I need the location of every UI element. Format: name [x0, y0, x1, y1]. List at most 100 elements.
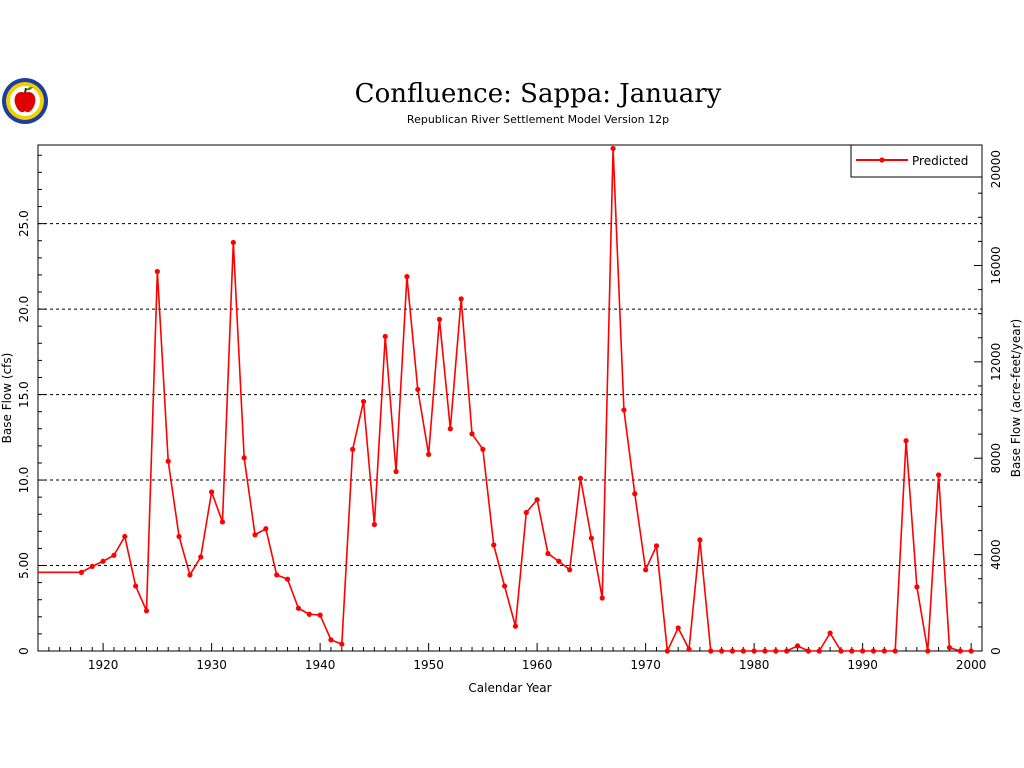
series-line — [38, 147, 972, 652]
data-point — [78, 569, 85, 575]
grid — [38, 223, 982, 567]
data-point — [968, 648, 974, 654]
x-tick-label: 1930 — [196, 658, 227, 672]
data-point — [328, 637, 334, 643]
x-tick-label: 1990 — [847, 658, 878, 672]
data-point — [350, 446, 356, 452]
data-point — [881, 648, 887, 654]
data-point — [653, 543, 660, 549]
chart-subtitle: Republican River Settlement Model Versio… — [407, 113, 669, 126]
x-tick-label: 1940 — [305, 658, 336, 672]
data-point — [230, 239, 236, 246]
data-point — [849, 648, 855, 654]
y2-tick-label: 0 — [989, 647, 1003, 655]
data-point — [957, 648, 963, 654]
y2-tick-label: 8000 — [989, 443, 1003, 474]
data-point — [729, 648, 736, 654]
x-axis: 1920 1930 1940 1950 1960 1970 1980 1990 2000 — [37, 643, 987, 672]
chart-title: Confluence: Sappa: January — [355, 79, 722, 109]
data-point — [643, 567, 649, 573]
legend-marker — [879, 157, 885, 163]
data-point — [740, 648, 746, 654]
series-predicted — [38, 145, 974, 654]
logo-icon — [2, 78, 48, 124]
data-point — [621, 407, 627, 413]
legend: Predicted — [850, 144, 983, 178]
y-tick-label: 0 — [17, 647, 31, 655]
y-tick-label: 10.0 — [17, 467, 31, 494]
data-point — [491, 542, 497, 548]
data-point — [143, 608, 150, 614]
plot-frame — [37, 144, 983, 652]
x-tick-label: 1960 — [522, 658, 553, 672]
data-point — [545, 550, 551, 557]
x-tick-label: 1920 — [88, 658, 119, 672]
data-point — [870, 648, 877, 654]
data-point — [512, 623, 519, 629]
y-tick-label: 15.0 — [17, 381, 31, 408]
data-point — [176, 533, 182, 540]
data-point — [382, 333, 388, 340]
data-point — [284, 576, 291, 582]
data-point — [567, 567, 573, 573]
data-point — [469, 431, 475, 437]
data-point — [556, 558, 562, 564]
data-point — [697, 537, 703, 543]
x-tick-label: 1950 — [413, 658, 444, 672]
data-point — [393, 468, 399, 475]
data-point — [187, 572, 193, 578]
data-point — [523, 509, 529, 516]
data-point — [805, 648, 811, 654]
y-tick-label: 20.0 — [17, 296, 31, 323]
data-point — [426, 451, 432, 458]
data-point — [415, 386, 421, 393]
x-axis-label: Calendar Year — [468, 681, 551, 695]
data-point — [295, 605, 302, 611]
data-point — [664, 648, 670, 654]
data-point — [371, 521, 377, 528]
data-point — [447, 426, 453, 432]
data-point — [610, 145, 616, 152]
legend-label: Predicted — [912, 154, 968, 168]
data-point — [154, 268, 160, 275]
data-point — [903, 438, 909, 444]
data-point — [686, 646, 692, 652]
y2-tick-label: 20000 — [989, 150, 1003, 188]
data-point — [794, 643, 801, 649]
data-point — [317, 612, 323, 618]
data-point — [436, 316, 443, 322]
data-point — [263, 526, 269, 532]
data-point — [588, 535, 594, 541]
data-point — [914, 584, 920, 590]
data-point — [339, 641, 345, 647]
x-tick-label: 2000 — [956, 658, 987, 672]
y-axis-left: 0 5.00 10.0 15.0 20.0 25.0 — [17, 154, 46, 655]
data-point — [122, 533, 128, 540]
y2-tick-label: 16000 — [989, 246, 1003, 284]
data-point — [501, 583, 508, 589]
y2-tick-label: 12000 — [989, 343, 1003, 381]
data-point — [209, 489, 215, 495]
data-point — [458, 296, 464, 302]
data-point — [165, 458, 171, 464]
data-point — [708, 648, 714, 654]
data-point — [133, 583, 139, 589]
data-point — [404, 274, 410, 280]
data-point — [860, 648, 866, 654]
data-point — [89, 563, 95, 569]
data-point — [838, 648, 844, 654]
data-point — [632, 491, 638, 497]
data-point — [274, 572, 280, 578]
data-point — [773, 648, 779, 654]
data-point — [762, 648, 768, 654]
y-axis-label: Base Flow (cfs) — [0, 353, 14, 444]
y-tick-label: 25.0 — [17, 210, 31, 237]
data-point — [480, 446, 486, 452]
data-point — [946, 644, 953, 651]
data-point — [784, 648, 790, 654]
data-point — [111, 552, 117, 558]
data-point — [816, 648, 822, 654]
data-point — [675, 625, 681, 631]
data-point — [219, 519, 226, 525]
